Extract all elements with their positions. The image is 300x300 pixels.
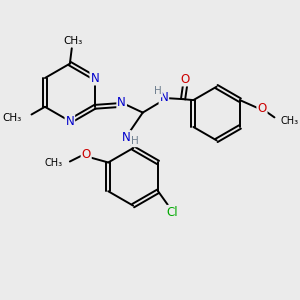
Text: N: N (117, 97, 126, 110)
Text: N: N (122, 131, 131, 144)
Text: CH₃: CH₃ (3, 113, 22, 123)
Text: H: H (131, 136, 139, 146)
Text: O: O (180, 73, 190, 85)
Text: N: N (65, 115, 74, 128)
Text: N: N (160, 91, 168, 104)
Text: O: O (257, 102, 267, 115)
Text: Cl: Cl (167, 206, 178, 219)
Text: CH₃: CH₃ (280, 116, 298, 126)
Text: CH₃: CH₃ (44, 158, 62, 168)
Text: N: N (90, 71, 99, 85)
Text: O: O (82, 148, 91, 161)
Text: H: H (154, 86, 162, 97)
Text: CH₃: CH₃ (63, 36, 83, 46)
